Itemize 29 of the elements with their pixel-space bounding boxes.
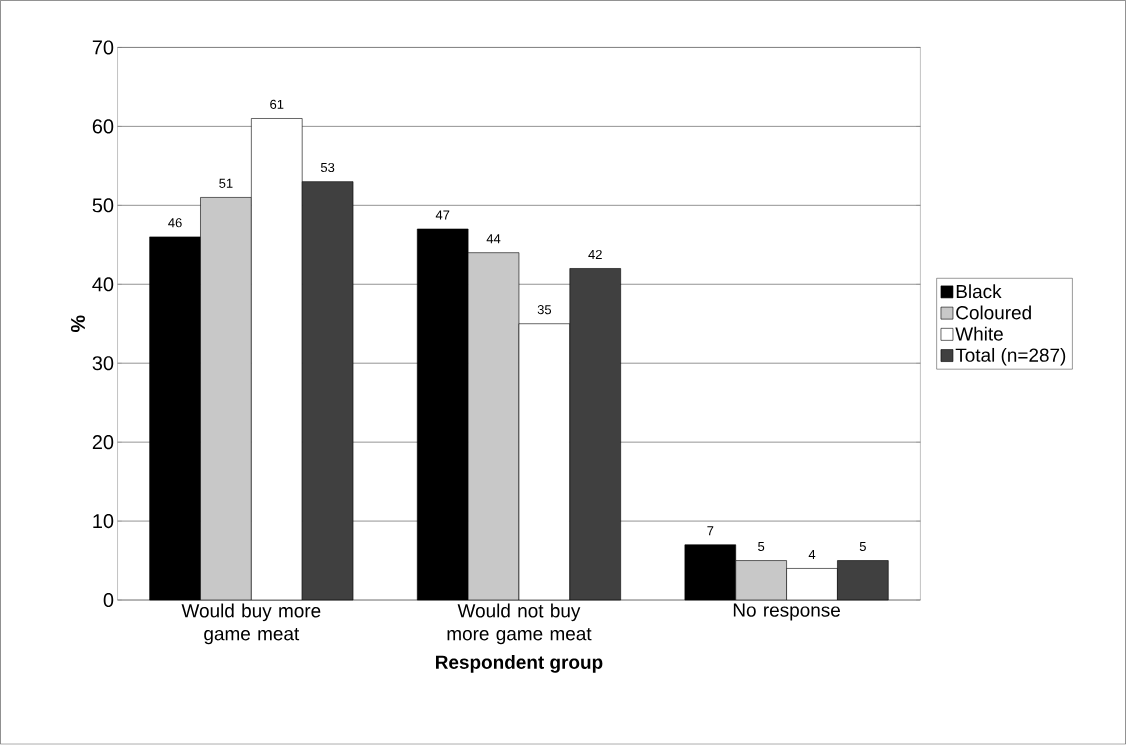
y-tick-label: 0 [103,593,114,608]
data-label: 5 [758,542,765,552]
y-tick-label: 20 [92,435,114,450]
x-tick-label: Would buy more game meat [181,603,321,645]
data-label: 42 [588,250,602,260]
data-label: 4 [808,550,816,560]
y-tick-label: 30 [92,356,114,371]
data-label: 53 [320,163,335,173]
x-tick-label: Would not buy more game meat [447,603,592,645]
legend-label: White [955,326,1003,341]
y-axis-title: % [70,315,85,333]
data-label: 46 [168,218,182,228]
y-tick-label: 50 [92,198,114,213]
y-tick-label: 40 [92,277,114,292]
y-tick-label: 60 [92,119,114,134]
x-tick-label: No response [733,603,840,621]
data-label: 5 [859,542,866,552]
legend-label: Black [956,284,1002,299]
data-label: 7 [707,526,714,536]
data-label: 61 [270,99,284,110]
legend-label: Coloured [956,305,1031,320]
x-axis-title: Respondent group [436,655,603,673]
legend-label: Total (n=287) [955,348,1066,366]
data-label: 47 [435,210,450,220]
data-label: 44 [486,234,501,244]
data-label: 51 [219,179,233,189]
data-label: 35 [537,305,552,315]
y-tick-label: 70 [92,40,114,55]
y-tick-label: 10 [93,514,114,529]
